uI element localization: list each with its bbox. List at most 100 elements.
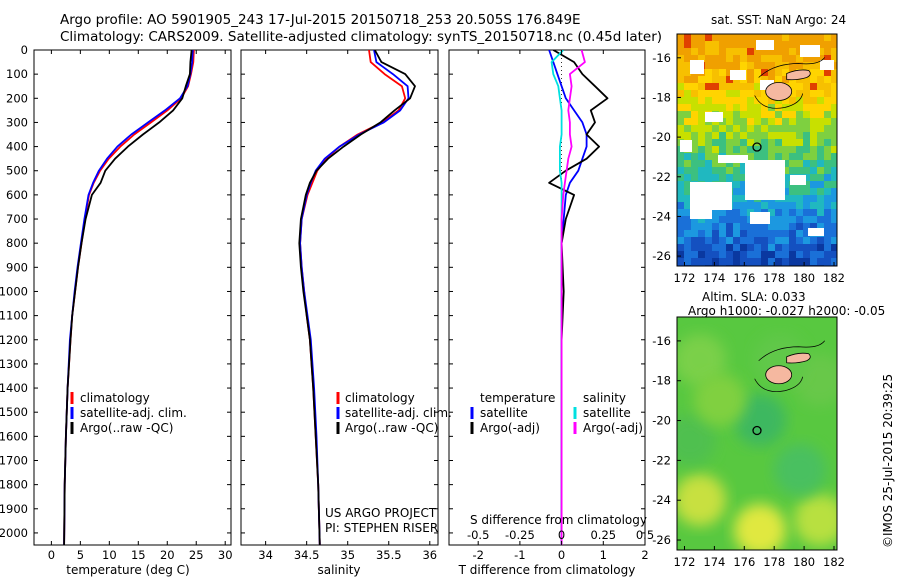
header-line-1: Argo profile: AO 5901905_243 17-Jul-2015…: [60, 12, 581, 28]
lat-tick-label: -24: [652, 209, 671, 223]
series-line-0-0: [63, 50, 195, 545]
x-tick-label: 34.5: [294, 548, 320, 562]
series-line-1-2: [298, 50, 416, 545]
x-tick-label: 2: [641, 548, 648, 562]
x-tick-label: 20: [160, 548, 175, 562]
series-line-0-1: [63, 50, 194, 545]
lon-tick-label: 180: [793, 271, 815, 285]
depth-tick-label: 1200: [0, 333, 28, 347]
depth-tick-label: 300: [6, 115, 28, 129]
sst-map-title: sat. SST: NaN Argo: 24: [711, 13, 846, 27]
s-tick-label: -0.25: [505, 528, 535, 542]
temperature-axis-label: temperature (deg C): [66, 563, 189, 577]
depth-tick-label: 100: [6, 67, 28, 81]
lat-tick-label: -22: [652, 453, 671, 467]
x-tick-label: 30: [218, 548, 233, 562]
x-tick-label: 34: [258, 548, 273, 562]
x-tick-label: -2: [472, 548, 483, 562]
s-tick-label: -0.5: [467, 528, 489, 542]
sst-map: [677, 34, 837, 266]
depth-tick-label: 700: [6, 212, 28, 226]
lon-tick-label: 172: [674, 271, 696, 285]
lon-tick-label: 172: [674, 555, 696, 569]
island-shape: [786, 352, 811, 364]
legend-label-climatology: climatology: [80, 391, 150, 405]
legend-label-climatology: climatology: [345, 391, 415, 405]
depth-tick-label: 0: [21, 43, 28, 57]
depth-tick-label: 1700: [0, 453, 28, 467]
difference-panel: [448, 49, 646, 546]
series-line-1-1: [299, 50, 410, 545]
series-line-2-0: [548, 50, 588, 545]
x-tick-label: 1: [600, 548, 607, 562]
lon-tick-label: 174: [703, 271, 725, 285]
lon-tick-label: 178: [763, 555, 785, 569]
depth-tick-label: 600: [6, 188, 28, 202]
legend-label-s-argo: Argo(-adj): [583, 421, 643, 435]
series-line-1-0: [299, 50, 407, 545]
series-line-2-1: [548, 50, 609, 545]
salinity-panel: [240, 49, 439, 546]
pi-label: PI: STEPHEN RISER: [325, 521, 438, 535]
lon-tick-label: 176: [733, 555, 755, 569]
depth-tick-label: 1300: [0, 357, 28, 371]
x-tick-label: 15: [131, 548, 146, 562]
reef-contour: [754, 376, 804, 392]
lon-tick-label: 178: [763, 271, 785, 285]
depth-tick-label: 1900: [0, 502, 28, 516]
reef-contour: [758, 340, 825, 362]
x-tick-label: 25: [189, 548, 204, 562]
argo-position-marker: [752, 425, 762, 436]
depth-tick-label: 900: [6, 260, 28, 274]
lat-tick-label: -16: [652, 334, 671, 348]
lat-tick-label: -20: [652, 130, 671, 144]
salinity-legend: climatology satellite-adj. clim. Argo(..…: [336, 391, 452, 435]
lat-tick-label: -26: [652, 533, 671, 547]
island-shape: [765, 365, 793, 385]
t-difference-axis-label: T difference from climatology: [458, 563, 636, 577]
temperature-legend: climatology satellite-adj. clim. Argo(..…: [70, 391, 187, 435]
s-tick-label: 0.5: [636, 528, 654, 542]
lat-tick-label: -24: [652, 493, 671, 507]
legend-label-t-argo: Argo(-adj): [480, 421, 540, 435]
sla-map: [677, 317, 837, 550]
lon-tick-label: 174: [703, 555, 725, 569]
depth-tick-label: 1000: [0, 284, 28, 298]
depth-tick-label: 800: [6, 236, 28, 250]
sla-map-title: Altim. SLA: 0.033: [702, 290, 806, 304]
header-line-2: Climatology: CARS2009. Satellite-adjuste…: [60, 29, 662, 45]
depth-tick-label: 2000: [0, 526, 28, 540]
x-tick-label: 5: [77, 548, 84, 562]
lon-tick-label: 182: [823, 555, 845, 569]
sla-map-frame: [676, 316, 838, 551]
reef-contour: [758, 57, 825, 78]
reef-contour: [754, 93, 804, 109]
x-tick-label: -1: [514, 548, 525, 562]
x-tick-label: 36: [422, 548, 437, 562]
legend-label-argo: Argo(..raw -QC): [80, 421, 173, 435]
x-tick-label: 35.5: [376, 548, 402, 562]
temperature-panel: [33, 49, 232, 546]
project-label: US ARGO PROJECT: [325, 506, 437, 520]
lon-tick-label: 180: [793, 555, 815, 569]
series-line-0-2: [63, 50, 193, 545]
legend-heading-temperature: temperature: [480, 391, 555, 405]
argo-position-marker: [752, 142, 762, 152]
lat-tick-label: -16: [652, 51, 671, 65]
depth-tick-label: 400: [6, 140, 28, 154]
depth-tick-label: 1800: [0, 478, 28, 492]
legend-label-satellite: satellite-adj. clim.: [80, 406, 187, 420]
sla-map-subtitle: Argo h1000: -0.027 h2000: -0.05: [688, 304, 885, 318]
x-tick-label: 10: [102, 548, 117, 562]
depth-tick-label: 1600: [0, 429, 28, 443]
s-difference-title: S difference from climatology: [470, 513, 647, 527]
lat-tick-label: -18: [652, 374, 671, 388]
s-tick-label: 0: [558, 528, 565, 542]
depth-tick-label: 500: [6, 164, 28, 178]
depth-tick-label: 200: [6, 91, 28, 105]
depth-tick-label: 1100: [0, 309, 28, 323]
lat-tick-label: -22: [652, 170, 671, 184]
island-shape: [765, 82, 793, 101]
salinity-axis-label: salinity: [317, 563, 360, 577]
